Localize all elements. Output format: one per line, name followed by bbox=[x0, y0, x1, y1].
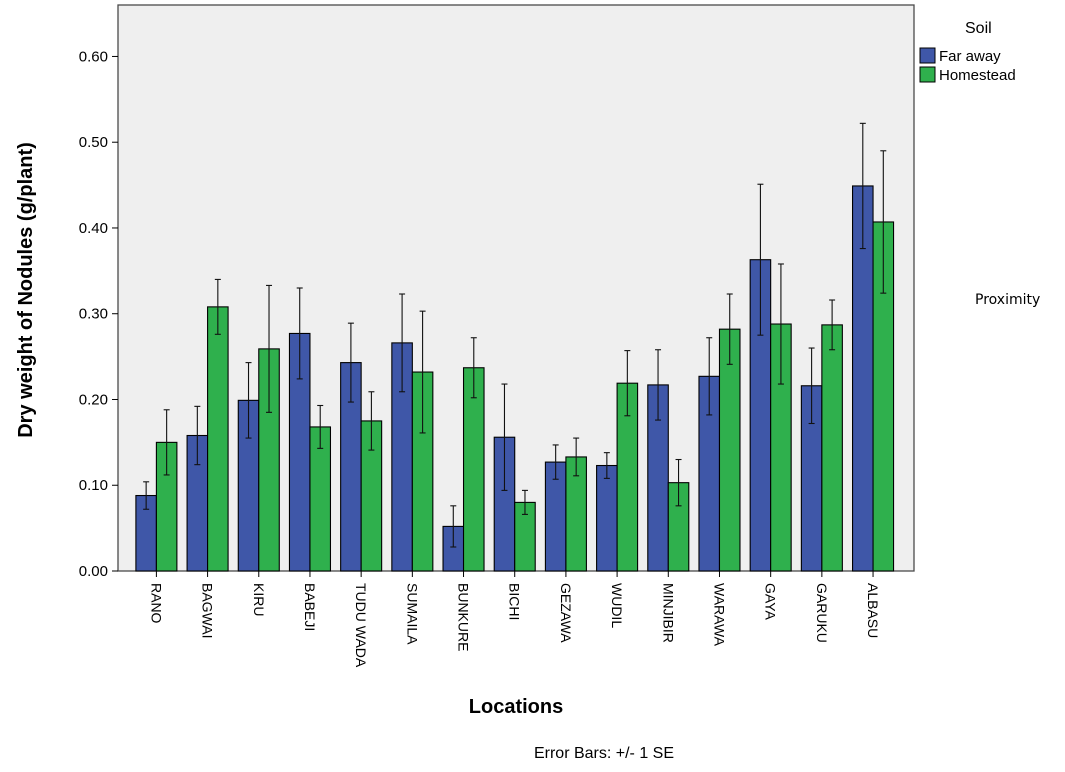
x-axis-title: Locations bbox=[469, 696, 563, 718]
y-tick-label: 0.60 bbox=[79, 48, 108, 65]
x-tick-label: TUDU WADA bbox=[353, 583, 369, 668]
error-bars bbox=[143, 122, 887, 548]
legend-label-homestead: Homestead bbox=[939, 67, 1016, 84]
y-tick-label: 0.00 bbox=[79, 563, 108, 580]
x-tick-label: BAGWAI bbox=[200, 583, 216, 639]
x-tick-label: GARUKU bbox=[814, 583, 830, 643]
bars bbox=[135, 185, 895, 572]
y-tick-label: 0.40 bbox=[79, 220, 108, 237]
y-tick-label: 0.20 bbox=[79, 391, 108, 408]
x-tick-label: ALBASU bbox=[865, 583, 881, 638]
y-tick-label: 0.10 bbox=[79, 477, 108, 494]
legend-swatch-far-away bbox=[919, 47, 936, 64]
x-tick-label: BICHI bbox=[507, 583, 523, 620]
x-tick-label: GAYA bbox=[763, 583, 779, 620]
bar-homestead bbox=[207, 306, 229, 572]
y-tick-label: 0.50 bbox=[79, 134, 108, 151]
bar-homestead bbox=[821, 324, 843, 572]
x-tick-label: SUMAILA bbox=[404, 583, 420, 645]
x-tick-label: BUNKURE bbox=[456, 583, 472, 651]
side-annotation: Proximity bbox=[975, 292, 1040, 308]
x-tick-label: RANO bbox=[148, 583, 164, 624]
x-axis: RANO BAGWAI KIRU BABEJI TUDU WADA SUMAILA BUNK… bbox=[148, 571, 881, 668]
y-axis: 0.00 0.10 0.20 0.30 0.40 0.50 0.60 bbox=[79, 48, 118, 580]
x-tick-label: MINJIBIR bbox=[660, 583, 676, 643]
y-axis-title: Dry weight of Nodules (g/plant) bbox=[15, 142, 37, 438]
plot-area bbox=[117, 4, 915, 572]
legend-title: Soil bbox=[965, 20, 992, 37]
x-tick-label: WARAWA bbox=[711, 583, 727, 647]
x-tick-label: BABEJI bbox=[302, 583, 318, 631]
bar-homestead bbox=[718, 328, 741, 572]
x-tick-label: GEZAWA bbox=[558, 583, 574, 643]
error-bar-note: Error Bars: +/- 1 SE bbox=[534, 745, 674, 762]
legend-label-far-away: Far away bbox=[939, 48, 1001, 65]
legend-swatch-homestead bbox=[919, 66, 936, 83]
legend: Soil Far away Homestead bbox=[919, 20, 1016, 84]
x-tick-label: WUDIL bbox=[609, 583, 625, 628]
bar-far-away bbox=[596, 464, 618, 572]
y-tick-label: 0.30 bbox=[79, 306, 108, 323]
x-tick-label: KIRU bbox=[251, 583, 267, 616]
